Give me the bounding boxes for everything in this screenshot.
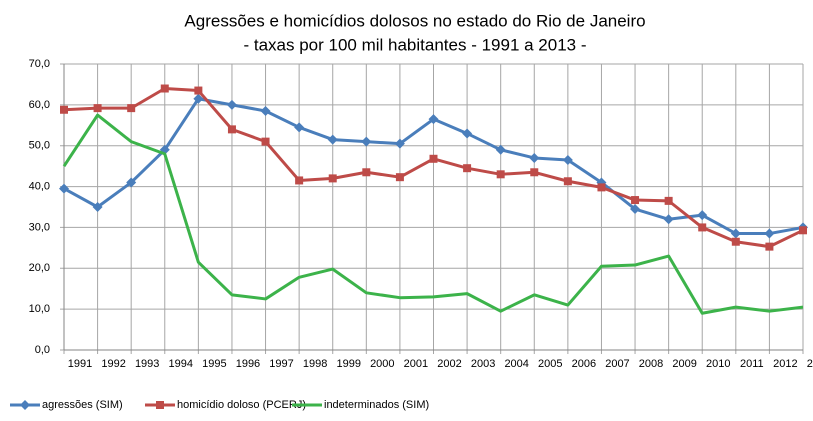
point (597, 183, 606, 192)
y-tick-label: 40,0 (29, 180, 50, 192)
point (663, 214, 674, 225)
point (530, 168, 539, 177)
point (631, 196, 640, 205)
y-tick-label: 70,0 (29, 58, 50, 70)
point (395, 173, 404, 182)
point (160, 84, 169, 93)
point (193, 93, 204, 104)
point (664, 196, 673, 205)
point (563, 177, 572, 186)
point (764, 228, 775, 239)
x-tick-label: 2007 (605, 358, 629, 370)
point (765, 242, 774, 251)
point (361, 136, 372, 147)
point (226, 99, 237, 110)
point (697, 210, 708, 221)
point (428, 114, 439, 125)
point (362, 168, 371, 177)
y-tick-label: 50,0 (29, 140, 50, 152)
x-tick-label: 2008 (639, 358, 663, 370)
point (462, 128, 473, 139)
x-tick-label: 2004 (504, 358, 528, 370)
x-tick-label: 1994 (169, 358, 193, 370)
point (630, 204, 641, 215)
point (60, 105, 68, 114)
x-tick-label: 2003 (471, 358, 495, 370)
x-tick-label: 1992 (101, 358, 125, 370)
x-tick-label: 2001 (404, 358, 428, 370)
x-tick-label: 2012 (773, 358, 797, 370)
x-tick-label: 1997 (269, 358, 293, 370)
point (731, 237, 740, 246)
legend-marker (20, 400, 30, 410)
point (126, 177, 137, 188)
legend-label: indeterminados (SIM) (324, 399, 429, 411)
point (93, 104, 102, 113)
chart-title: Agressões e homicídios dolosos no estado… (184, 11, 645, 30)
point (429, 154, 438, 163)
y-tick-label: 20,0 (29, 262, 50, 274)
point (92, 202, 103, 212)
chart-subtitle: - taxas por 100 mil habitantes - 1991 a … (243, 35, 586, 54)
y-tick-label: 10,0 (29, 303, 50, 315)
x-tick-label: 2011 (740, 358, 764, 370)
point (529, 152, 540, 163)
legend-marker (156, 401, 164, 409)
x-tick-label: 1999 (336, 358, 360, 370)
series-line (62, 113, 804, 315)
x-tick-label: 2006 (572, 358, 596, 370)
y-tick-label: 60,0 (29, 99, 50, 111)
point (799, 226, 807, 235)
point (496, 170, 505, 179)
point (194, 86, 203, 95)
x-tick-label: 1995 (202, 358, 226, 370)
x-tick-label: 2002 (437, 358, 461, 370)
point (327, 134, 338, 145)
x-tick-label: 2010 (706, 358, 730, 370)
point (562, 155, 573, 166)
x-tick-label: 1991 (68, 358, 92, 370)
legend-label: homicídio doloso (PCERJ) (177, 399, 306, 411)
point (227, 125, 236, 134)
x-tick-label: 1998 (303, 358, 327, 370)
y-tick-label: 0,0 (35, 344, 50, 356)
y-tick-label: 30,0 (29, 221, 50, 233)
x-tick-label: 1993 (135, 358, 159, 370)
point (495, 144, 506, 155)
point (294, 122, 305, 133)
x-tick-label: 1996 (236, 358, 260, 370)
x-tick-label: 2000 (370, 358, 394, 370)
point (698, 223, 707, 232)
legend-label: agressões (SIM) (42, 399, 123, 411)
point (394, 138, 405, 149)
x-tick-label: 2013 (807, 358, 813, 370)
x-tick-label: 2005 (538, 358, 562, 370)
point (463, 164, 472, 173)
point (328, 174, 337, 183)
point (59, 183, 69, 194)
point (260, 105, 271, 116)
point (127, 104, 136, 113)
point (261, 137, 270, 146)
point (295, 176, 304, 185)
point (730, 228, 741, 239)
x-tick-label: 2009 (672, 358, 696, 370)
